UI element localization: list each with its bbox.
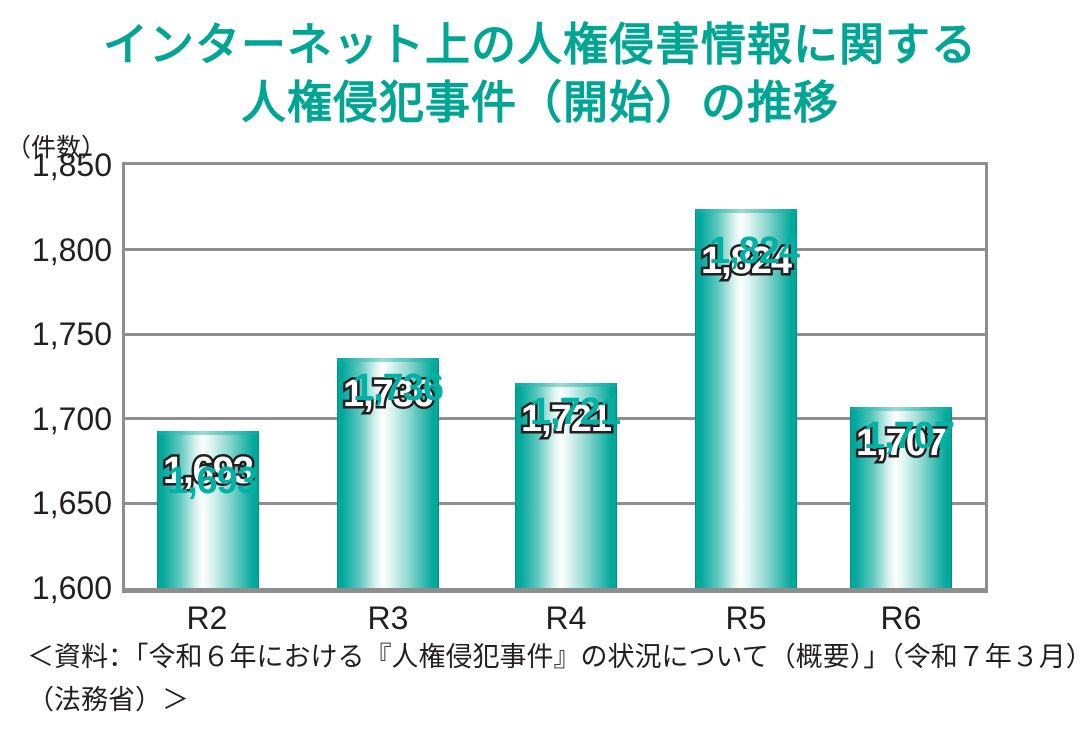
y-axis-tick-1850: 1,850 [31,147,112,183]
bar-value-label-r5: 1,824 1,824 1,824 [698,230,800,285]
bar-value-outline: 1,736 [340,370,436,417]
bar-value-ghost: 1,721 [529,391,621,434]
bar-value-ghost: 1,824 [708,230,800,272]
y-axis-tick-1700: 1,700 [31,400,112,437]
bar-value-label-r2: 1,693 1,693 1,693 [160,447,258,502]
x-axis-label-r6: R6 [880,600,922,636]
gridline-1800 [125,248,985,252]
source-note-line2: （法務省）＞ [27,685,189,715]
bar-value-outline: 1,693 [160,447,256,494]
y-axis-tick-1750: 1,750 [31,316,112,353]
bar-value-label-r4: 1,721 1,721 1,721 [518,391,621,443]
bar-value-label-r6: 1,707 1,707 1,707 [853,415,955,467]
x-axis-label-r3: R3 [367,600,409,636]
bar-value-ghost: 1,693 [166,459,258,502]
bar-r5: 1,824 1,824 1,824 [695,209,800,588]
bar-r4: 1,721 1,721 1,721 [515,383,621,588]
bar-value-text: 1,824 [700,240,792,282]
bar-value-ghost: 1,736 [352,366,444,409]
bar-r2: 1,693 1,693 1,693 [157,430,259,588]
chart-title-line1: インターネット上の人権侵害情報に関する [102,19,977,70]
chart-title-line2: 人権侵犯事件（開始）の推移 [240,77,839,128]
bar-value-text: 1,693 [162,449,254,492]
gridline-1750 [125,332,985,336]
y-axis-unit-label: （件数） [6,134,107,162]
bar-value-label-r3: 1,736 1,736 1,736 [340,367,444,418]
plot-area: 1,693 1,693 1,693 1,736 1,736 1,736 1,72… [122,162,988,593]
bar-value-text: 1,721 [520,398,612,441]
bar-value-text: 1,736 [342,372,434,415]
x-axis-label-r5: R5 [725,600,767,636]
x-axis-label-r4: R4 [545,600,587,636]
bar-value-outline: 1,824 [698,238,794,285]
chart-title: インターネット上の人権侵害情報に関する 人権侵犯事件（開始）の推移 [0,16,1080,132]
y-axis-tick-1800: 1,800 [31,231,112,268]
x-axis-label-r2: R2 [186,600,228,636]
bar-value-outline: 1,721 [518,396,614,443]
bar-value-text: 1,707 [855,421,947,464]
y-axis-tick-1650: 1,650 [31,485,112,522]
y-axis-tick-1600: 1,600 [31,570,112,606]
bar-r6: 1,707 1,707 1,707 [850,406,955,588]
bar-value-outline: 1,707 [853,419,949,466]
source-note-line1: ＜資料：「令和６年における『人権侵犯事件』の状況について（概要）」（令和７年３月… [27,642,1080,672]
source-note: ＜資料：「令和６年における『人権侵犯事件』の状況について（概要）」（令和７年３月… [27,636,1080,722]
bar-value-ghost: 1,707 [863,414,955,457]
bar-r3: 1,736 1,736 1,736 [337,357,444,588]
